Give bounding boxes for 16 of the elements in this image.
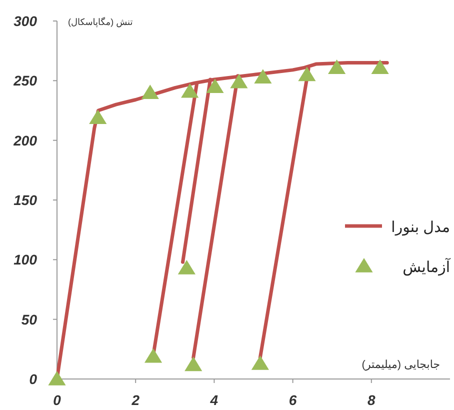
x-tick-label: 0 (53, 392, 62, 408)
y-tick-label: 250 (12, 72, 38, 89)
y-tick-label: 100 (14, 252, 38, 268)
y-axis-title: تنش (مگاپاسکال) (68, 16, 134, 28)
y-tick-label: 300 (14, 13, 38, 29)
x-tick-label: 2 (130, 392, 140, 408)
x-tick-label: 4 (209, 392, 218, 408)
y-tick-label: 200 (12, 132, 38, 148)
y-tick-label: 50 (21, 311, 38, 328)
x-axis-title: جابجایی (میلیمتر) (362, 359, 440, 371)
legend-label: آزمایش (402, 257, 451, 276)
legend-label: مدل بنورا (391, 219, 450, 236)
x-tick-label: 8 (368, 392, 376, 408)
y-tick-label: 0 (29, 371, 38, 387)
y-tick-label: 150 (14, 192, 38, 208)
x-tick-label: 6 (288, 392, 297, 408)
